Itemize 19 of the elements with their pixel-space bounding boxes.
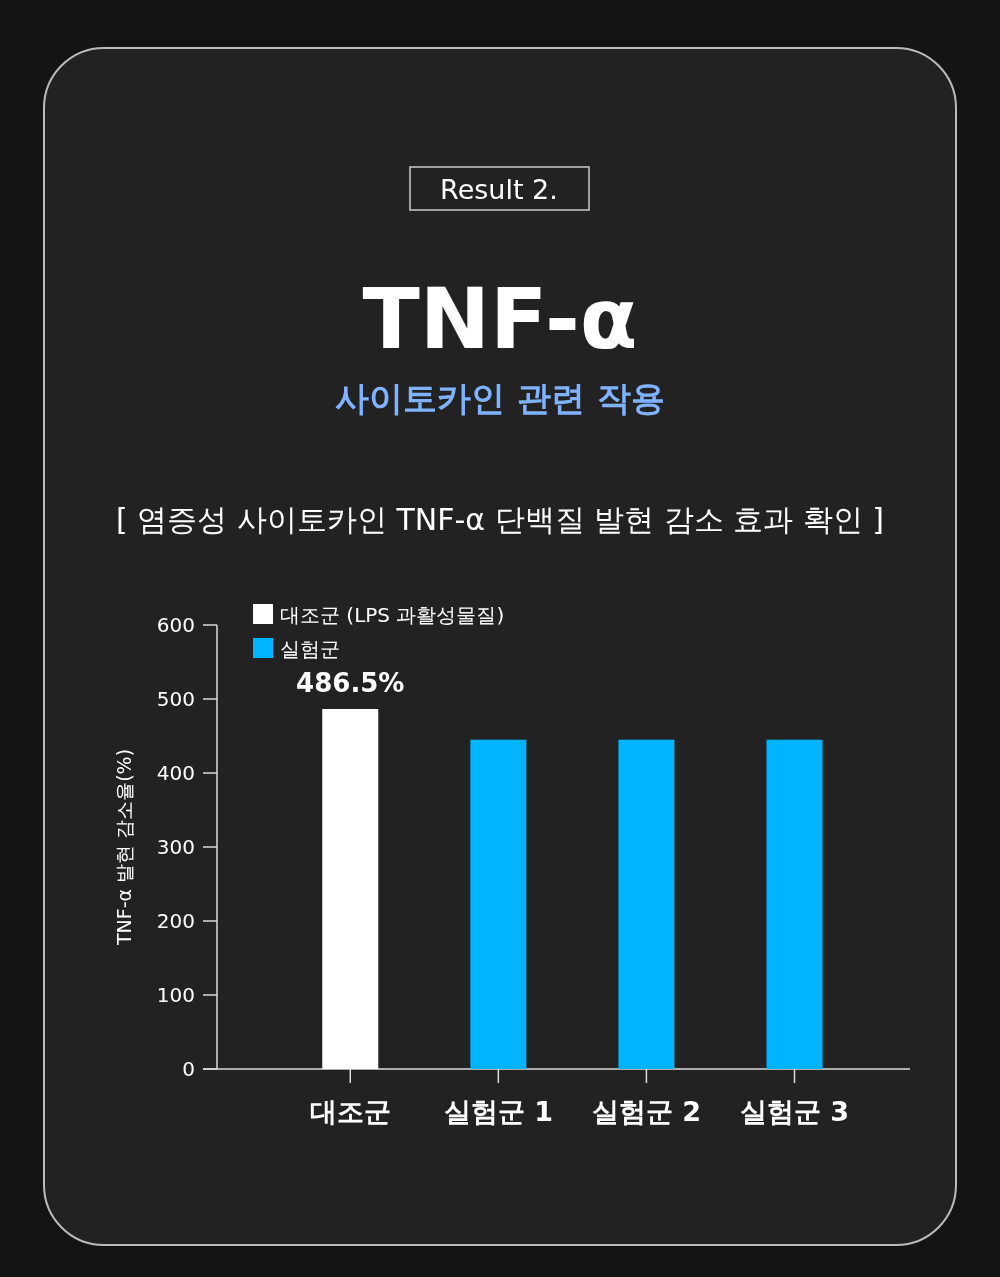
x-tick-label: 대조군 bbox=[309, 1096, 391, 1127]
x-tick-label: 실험군 1 bbox=[443, 1096, 553, 1127]
x-tick-label: 실험군 2 bbox=[591, 1096, 702, 1127]
y-tick-label: 600 bbox=[156, 613, 195, 637]
y-tick-label: 200 bbox=[156, 909, 195, 933]
y-tick-label: 0 bbox=[182, 1057, 195, 1081]
y-tick-label: 100 bbox=[156, 983, 195, 1007]
text: Result 2. bbox=[440, 174, 558, 205]
text: [ 염증성 사이토카인 TNF-α 단백질 발현 감소 효과 확인 ] bbox=[116, 502, 884, 537]
chart-subtitle: 사이토카인 관련 작용 bbox=[335, 378, 665, 418]
x-tick-label: 실험군 3 bbox=[739, 1096, 850, 1127]
y-tick-label: 300 bbox=[156, 835, 195, 859]
chart-title: TNF-α bbox=[362, 270, 638, 368]
y-tick-label: 500 bbox=[156, 687, 195, 711]
y-tick-label: 400 bbox=[156, 761, 195, 785]
legend-label: 실험군 bbox=[280, 637, 340, 661]
legend-label: 대조군 (LPS 과활성물질) bbox=[280, 603, 505, 627]
y-axis-title: TNF-α 발현 감소율(%) bbox=[113, 748, 135, 947]
data-label: 486.5% bbox=[296, 667, 405, 698]
